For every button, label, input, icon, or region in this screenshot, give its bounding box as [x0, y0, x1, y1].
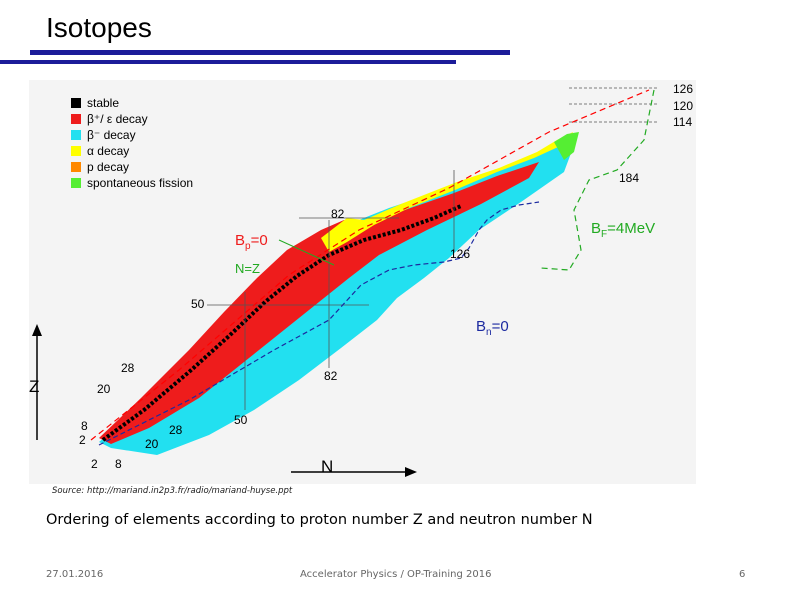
- nz-pointer: [278, 239, 335, 266]
- nuclide-band: [99, 132, 579, 455]
- beta-plus-region: [99, 162, 539, 444]
- bf-4mev-line: [540, 89, 655, 271]
- n-magic-126: 126: [450, 247, 470, 261]
- legend-swatch-alpha: [71, 146, 81, 156]
- z-magic-2: 2: [79, 433, 86, 447]
- z-magic-28: 28: [121, 361, 135, 375]
- legend-label-proton: p decay: [87, 160, 129, 174]
- z-magic-8: 8: [81, 419, 88, 433]
- legend-swatch-proton: [71, 162, 81, 172]
- legend-swatch-beta-minus: [71, 130, 81, 140]
- bf-label: BF=4MeV: [591, 220, 655, 240]
- n-magic-2: 2: [91, 457, 98, 471]
- n-magic-20: 20: [145, 437, 159, 451]
- n-magic-28: 28: [169, 423, 183, 437]
- slide-title: Isotopes: [46, 12, 152, 43]
- stability-line: [101, 204, 462, 442]
- source-note: Source: http://mariand.in2p3.fr/radio/ma…: [52, 486, 293, 496]
- legend-label-beta-minus: β⁻ decay: [87, 128, 136, 142]
- legend-swatch-beta-plus: [71, 114, 81, 124]
- n-magic-184: 184: [619, 171, 639, 185]
- footer-date: 27.01.2016: [46, 569, 104, 580]
- legend-label-fission: spontaneous fission: [87, 176, 193, 190]
- chart-legend: stable β⁺/ ε decay β⁻ decay α decay p de…: [71, 96, 193, 190]
- z-axis-label: Z: [29, 377, 39, 396]
- legend-label-beta-plus: β⁺/ ε decay: [87, 112, 148, 126]
- bn-zero-line: [98, 201, 540, 446]
- n-axis-label: N: [321, 457, 333, 476]
- title-rule-bottom: [0, 60, 456, 64]
- z-axis-arrowhead: [32, 324, 42, 336]
- z-magic-120: 120: [673, 99, 693, 113]
- magic-labels: 2 8 20 28 50 82 126 184 2 8 20 28 50 82 …: [79, 82, 693, 471]
- n-axis-arrowhead: [405, 467, 417, 477]
- page-number: 6: [739, 569, 746, 580]
- footer-center: Accelerator Physics / OP-Training 2016: [300, 569, 492, 580]
- bn-label: Bn=0: [476, 318, 509, 338]
- legend-label-alpha: α decay: [87, 144, 129, 158]
- nuclide-chart: stable β⁺/ ε decay β⁻ decay α decay p de…: [29, 80, 696, 484]
- z-magic-126: 126: [673, 82, 693, 96]
- bp-label: Bp=0: [235, 232, 268, 252]
- legend-swatch-stable: [71, 98, 81, 108]
- bp-zero-line: [90, 89, 650, 441]
- z-magic-20: 20: [97, 382, 111, 396]
- title-rule-top: [30, 50, 510, 55]
- n-magic-82: 82: [324, 369, 338, 383]
- legend-swatch-fission: [71, 178, 81, 188]
- n-magic-8: 8: [115, 457, 122, 471]
- n-magic-50: 50: [234, 413, 248, 427]
- z-magic-50: 50: [191, 297, 205, 311]
- nz-label: N=Z: [235, 261, 260, 276]
- alpha-region: [321, 132, 573, 252]
- fission-region: [554, 132, 579, 160]
- legend-label-stable: stable: [87, 96, 119, 110]
- z-magic-82: 82: [331, 207, 345, 221]
- slide-caption: Ordering of elements according to proton…: [46, 512, 593, 528]
- z-magic-114: 114: [673, 115, 692, 129]
